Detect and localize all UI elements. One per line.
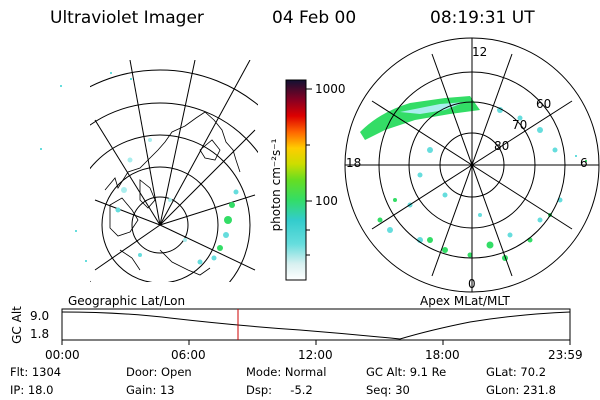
info-glat: GLat: 70.2 xyxy=(486,365,547,379)
info-gain: Gain: 13 xyxy=(126,383,175,397)
altitude-panel xyxy=(61,308,571,345)
mlt-label-18: 18 xyxy=(346,156,362,170)
geographic-label: Geographic Lat/Lon xyxy=(68,294,186,308)
instrument-title: Ultraviolet Imager xyxy=(50,8,204,28)
time-tick-0000: 00:00 xyxy=(45,348,80,362)
polar-plot xyxy=(344,37,600,293)
mlt-label-6: 6 xyxy=(580,156,588,170)
geographic-map xyxy=(90,60,258,282)
info-mode: Mode: Normal xyxy=(246,365,327,379)
info-glon: GLon: 231.8 xyxy=(486,383,556,397)
info-flt: Flt: 1304 xyxy=(10,365,62,379)
aurora-left xyxy=(115,138,239,265)
info-gc-alt: GC Alt: 9.1 Re xyxy=(366,365,447,379)
lat-label-80: 80 xyxy=(494,139,510,153)
info-ip: IP: 18.0 xyxy=(10,383,54,397)
time-tick-1200: 12:00 xyxy=(298,348,333,362)
apex-label: Apex MLat/MLT xyxy=(420,294,510,308)
colorbar xyxy=(285,79,312,281)
info-door: Door: Open xyxy=(126,365,192,379)
time-label: 08:19:31 UT xyxy=(430,8,535,28)
colorbar-tick-100: 100 xyxy=(315,194,338,208)
alt-tick-1_8: 1.8 xyxy=(30,327,50,341)
alt-tick-9: 9.0 xyxy=(30,309,50,323)
lat-label-70: 70 xyxy=(512,118,528,132)
gc-alt-axis-label: GC Alt xyxy=(10,306,24,344)
mlt-label-0: 0 xyxy=(468,277,476,291)
mlt-label-12: 12 xyxy=(472,45,488,59)
date-label: 04 Feb 00 xyxy=(272,8,357,28)
info-seq: Seq: 30 xyxy=(366,383,410,397)
time-tick-0600: 06:00 xyxy=(171,348,206,362)
lat-label-60: 60 xyxy=(536,97,552,111)
colorbar-tick-1000: 1000 xyxy=(315,82,346,96)
colorbar-unit-label: photon cm⁻²s⁻¹ xyxy=(269,138,283,232)
time-tick-2359: 23:59 xyxy=(548,348,583,362)
info-dsp: Dsp: -5.2 xyxy=(246,383,313,397)
time-tick-1800: 18:00 xyxy=(425,348,460,362)
